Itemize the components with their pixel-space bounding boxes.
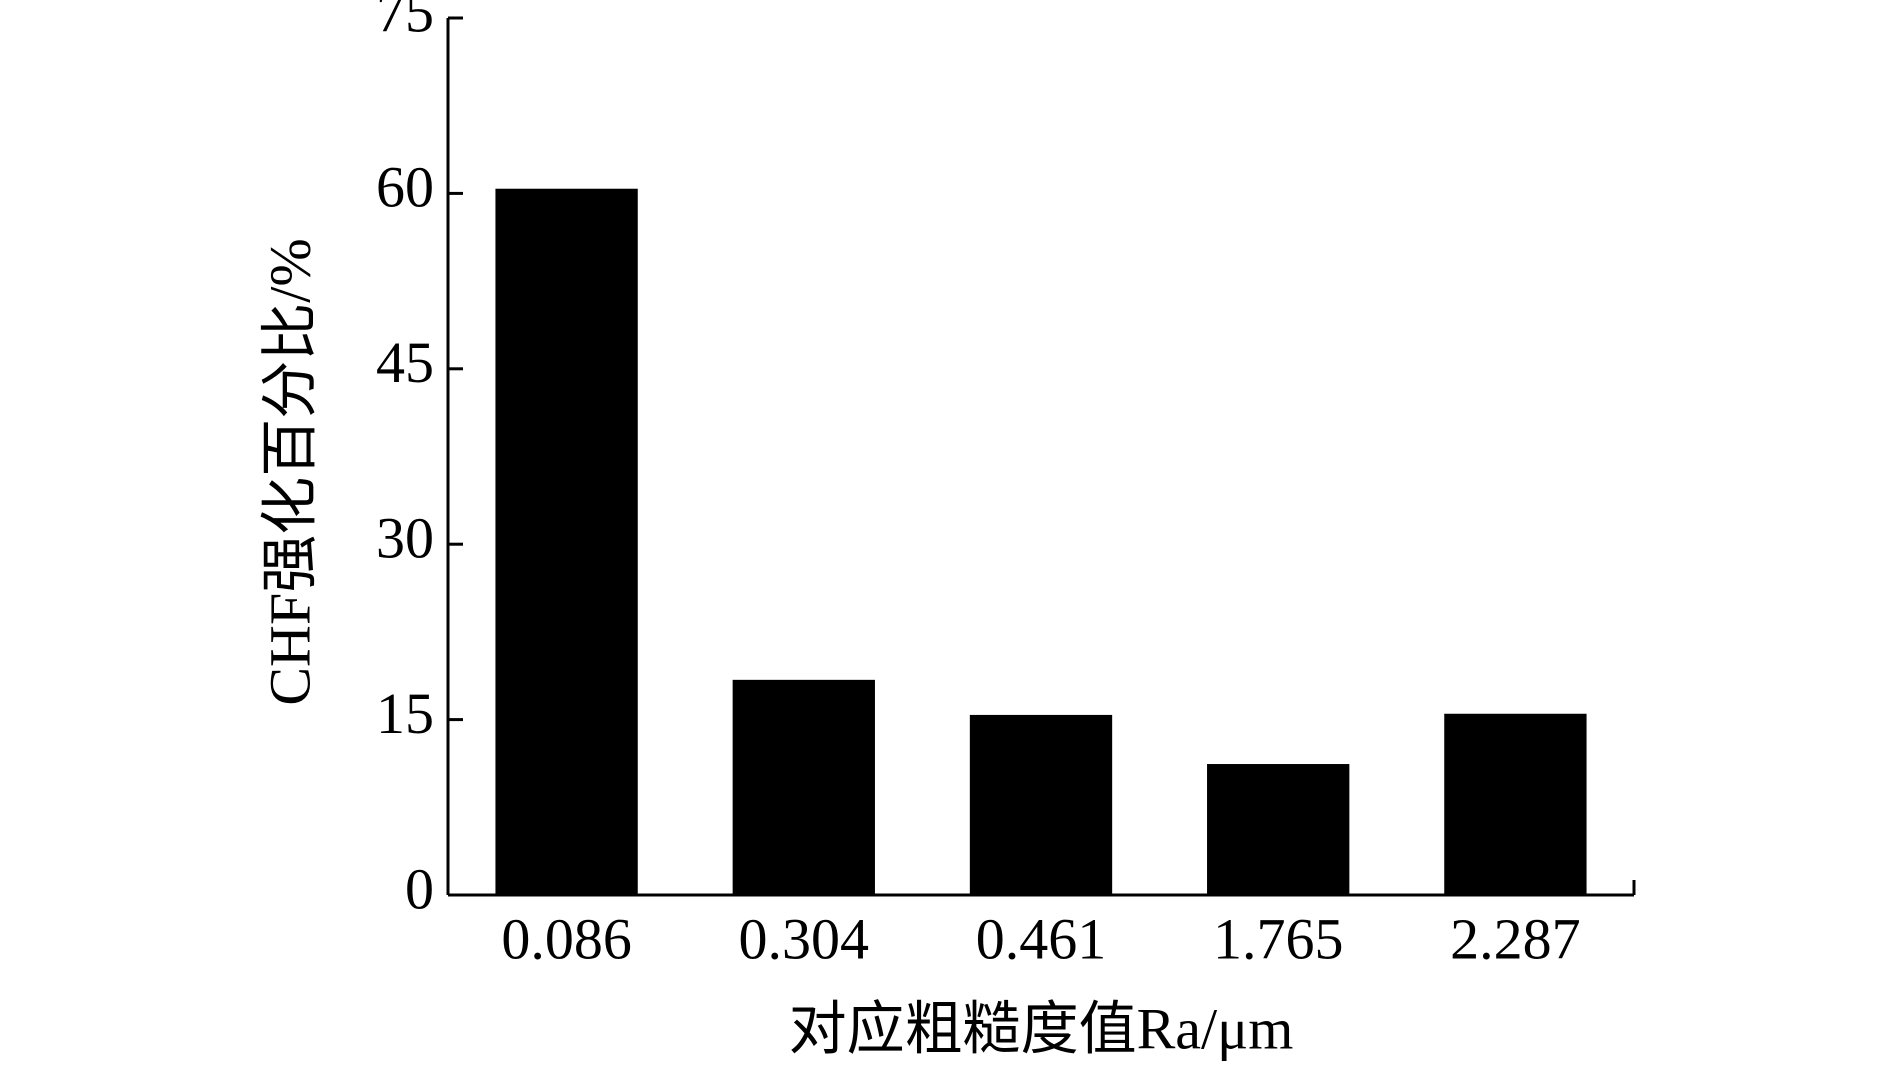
y-tick-label: 0 bbox=[405, 856, 434, 921]
x-tick-label: 0.461 bbox=[976, 906, 1107, 971]
x-tick-label: 2.287 bbox=[1450, 906, 1581, 971]
bar bbox=[732, 679, 875, 895]
x-axis-title: 对应粗糙度值Ra/μm bbox=[789, 996, 1294, 1061]
y-tick-label: 15 bbox=[376, 681, 434, 746]
bar bbox=[969, 714, 1113, 895]
y-tick-label: 75 bbox=[376, 0, 434, 44]
y-axis-title: CHF强化百分比/% bbox=[257, 238, 322, 705]
y-tick-label: 45 bbox=[376, 330, 434, 395]
bar bbox=[495, 188, 638, 896]
y-tick-label: 60 bbox=[376, 155, 434, 220]
x-tick-label: 1.765 bbox=[1213, 906, 1344, 971]
x-tick-label: 0.304 bbox=[739, 906, 870, 971]
bar bbox=[1207, 764, 1350, 895]
y-tick-label: 30 bbox=[376, 506, 434, 571]
x-tick-label: 0.086 bbox=[501, 906, 632, 971]
bar bbox=[1444, 713, 1587, 895]
